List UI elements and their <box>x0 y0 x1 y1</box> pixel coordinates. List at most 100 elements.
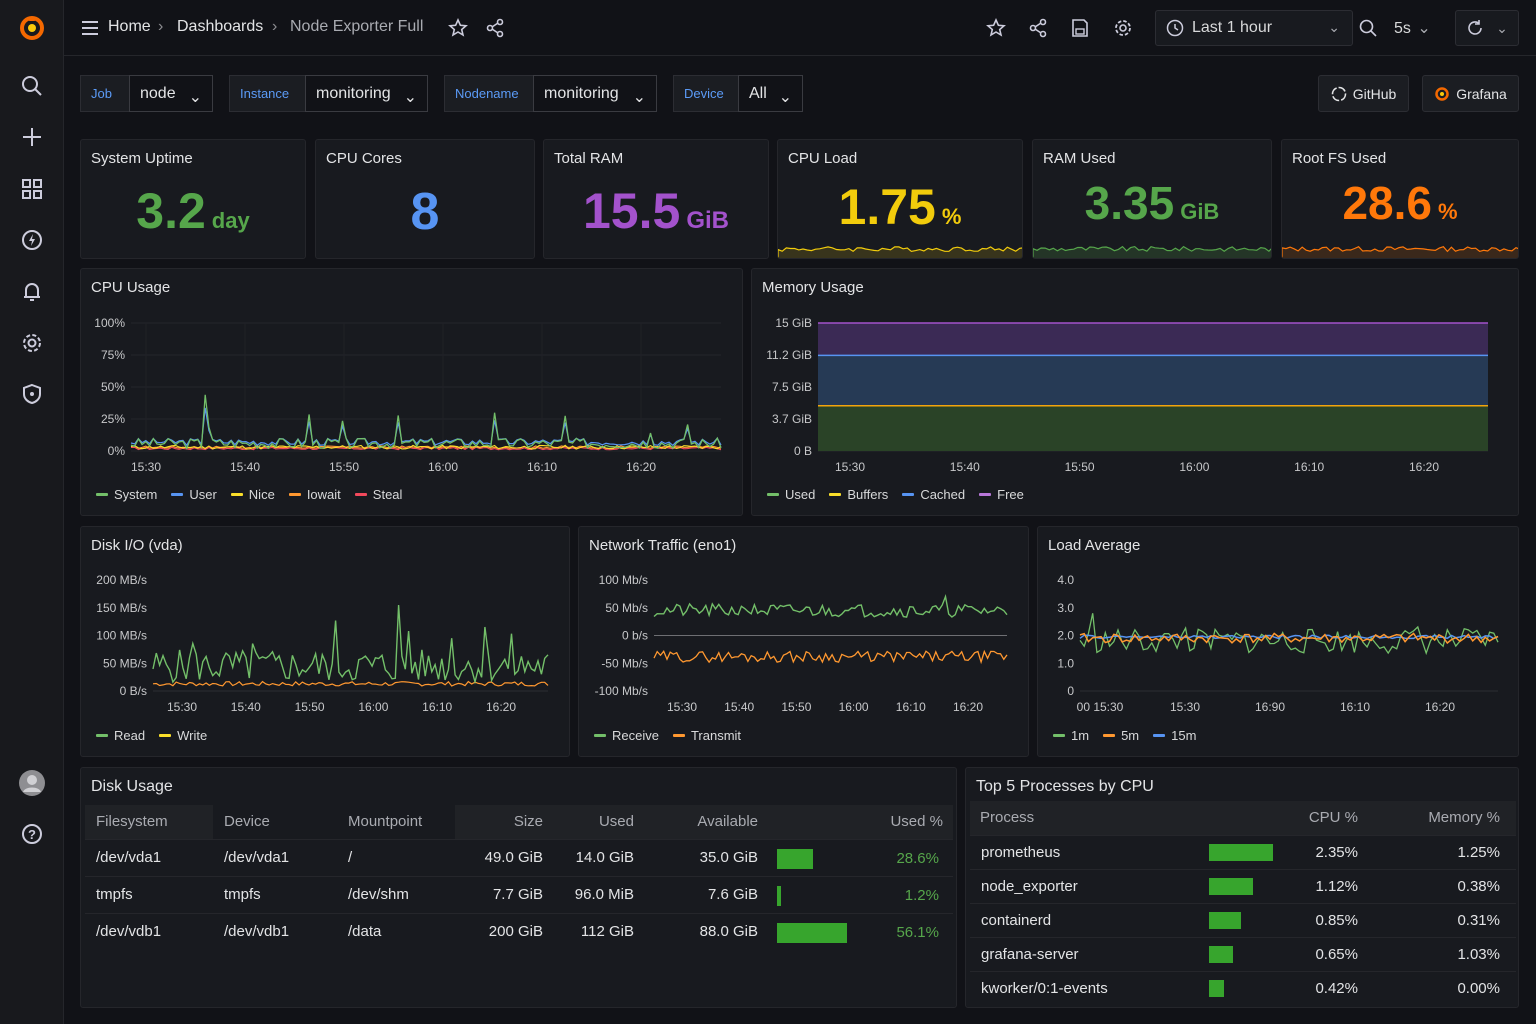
legend-item[interactable]: 1m <box>1053 728 1089 743</box>
breadcrumb-home[interactable]: Home <box>108 18 151 35</box>
table-row[interactable]: /dev/vdb1/dev/vdb1/data 200 GiB 112 GiB 88.… <box>85 912 953 950</box>
table-row[interactable]: tmpfs tmpfs/dev/shm 7.7 GiB 96.0 MiB 7.6 GiB… <box>85 875 953 913</box>
column-header[interactable]: Device <box>224 813 270 831</box>
settings-icon[interactable] <box>1111 16 1135 40</box>
stat-panel-ram-used[interactable]: RAM Used 3.35 GiB <box>1032 139 1272 259</box>
svg-text:?: ? <box>28 827 36 842</box>
column-header[interactable]: Memory % <box>1372 801 1516 835</box>
time-range-picker[interactable]: Last 1 hour ⌄ <box>1155 10 1353 46</box>
grafana-logo-icon[interactable] <box>16 12 48 44</box>
cell-memory: 0.00% <box>1372 970 1516 1005</box>
plus-icon[interactable] <box>16 121 48 153</box>
table-row[interactable]: prometheus 2.35% 1.25% <box>970 834 1516 869</box>
dashboards-icon[interactable] <box>16 173 48 205</box>
var-nodename-label: Nodename <box>444 75 534 112</box>
legend-item[interactable]: Steal <box>354 487 402 502</box>
column-header[interactable]: Size <box>455 805 555 839</box>
user-avatar-icon[interactable] <box>16 767 48 799</box>
refresh-interval-select[interactable]: 5s ⌄ <box>1394 18 1431 38</box>
area-cached <box>818 355 1488 406</box>
top-navbar: Home › Dashboards › Node Exporter Full L… <box>64 0 1536 56</box>
network-traffic-panel[interactable]: Network Traffic (eno1) 100 Mb/s 50 Mb/s 0 … <box>578 526 1029 757</box>
chevron-down-icon: ⌄ <box>1496 19 1508 36</box>
cell-process: node_exporter <box>970 868 1196 903</box>
settings-icon[interactable] <box>16 327 48 359</box>
side-menu: ? <box>0 0 64 1024</box>
github-link[interactable]: GitHub <box>1318 75 1409 112</box>
legend-item[interactable]: Buffers <box>829 487 888 502</box>
column-header[interactable]: Used % <box>763 805 953 839</box>
var-instance-select[interactable]: monitoring ⌄ <box>305 75 428 112</box>
legend-item[interactable]: Used <box>767 487 815 502</box>
stat-panel-cpu-cores[interactable]: CPU Cores 8 <box>315 139 535 259</box>
breadcrumb-dashboards[interactable]: Dashboards <box>177 18 264 35</box>
help-icon[interactable]: ? <box>16 818 48 850</box>
chart-legend: 1m 5m 15m <box>1053 728 1196 743</box>
x-tick-label: 00 15:30 <box>1077 700 1124 714</box>
legend-item[interactable]: 15m <box>1153 728 1196 743</box>
cell-used: 96.0 MiB <box>555 875 646 913</box>
series-receive-line <box>653 594 1008 618</box>
legend-item[interactable]: System <box>96 487 157 502</box>
search-icon[interactable] <box>16 70 48 102</box>
column-header[interactable]: Process <box>970 801 1196 835</box>
table-header-row: Filesystem Device Mountpoint Size Used A… <box>85 805 953 839</box>
legend-item[interactable]: Nice <box>230 487 275 502</box>
load-average-panel[interactable]: Load Average 4.0 3.0 2.0 1.0 0 00 15:30 15:30 1… <box>1037 526 1519 757</box>
legend-item[interactable]: 5m <box>1103 728 1139 743</box>
stat-panel-root-fs-used[interactable]: Root FS Used 28.6% <box>1281 139 1519 259</box>
column-header[interactable]: CPU % <box>1196 801 1372 835</box>
y-tick-label: 50 Mb/s <box>605 601 648 615</box>
star-icon[interactable] <box>446 16 470 40</box>
table-row[interactable]: kworker/0:1-events 0.42% 0.00% <box>970 970 1516 1005</box>
cell-available: 7.6 GiB <box>646 875 763 913</box>
legend-item[interactable]: Read <box>96 728 145 743</box>
explore-icon[interactable] <box>16 224 48 256</box>
memory-usage-panel[interactable]: Memory Usage 15 GiB 11.2 GiB 7.5 GiB 3.7 Gi… <box>751 268 1519 516</box>
var-device-select[interactable]: All ⌄ <box>738 75 803 112</box>
column-header[interactable]: Filesystem <box>85 805 213 839</box>
table-row[interactable]: grafana-server 0.65% 1.03% <box>970 936 1516 971</box>
x-tick-label: 16:10 <box>1294 460 1324 474</box>
legend-item[interactable]: Free <box>979 487 1024 502</box>
legend-item[interactable]: Transmit <box>672 728 741 743</box>
alerting-icon[interactable] <box>16 276 48 308</box>
x-tick-label: 15:40 <box>950 460 980 474</box>
share-icon[interactable] <box>1026 16 1050 40</box>
save-icon[interactable] <box>1068 16 1092 40</box>
star-icon[interactable] <box>984 16 1008 40</box>
legend-item[interactable]: Write <box>159 728 207 743</box>
y-tick-label: 50 MB/s <box>103 656 147 670</box>
table-row[interactable]: node_exporter 1.12% 0.38% <box>970 868 1516 903</box>
menu-icon[interactable] <box>78 16 102 40</box>
cell-device: /dev/vda1 <box>213 838 337 876</box>
table-header-row: Process CPU % Memory % <box>970 801 1516 835</box>
disk-usage-panel[interactable]: Disk Usage Filesystem Device Mountpoint … <box>80 767 957 1008</box>
y-tick-label: 200 MB/s <box>96 573 147 587</box>
top-processes-panel[interactable]: Top 5 Processes by CPU Process CPU % Mem… <box>965 767 1519 1008</box>
table-row[interactable]: /dev/vda1/dev/vda1/49.0 GiB 14.0 GiB 35.0 … <box>85 838 953 876</box>
cell-device: /dev/vdb1 <box>213 912 337 950</box>
zoom-icon[interactable] <box>1356 16 1380 40</box>
table-row[interactable]: containerd 0.85% 0.31% <box>970 902 1516 937</box>
cell-filesystem: tmpfs <box>85 875 213 913</box>
var-nodename-select[interactable]: monitoring ⌄ <box>533 75 657 112</box>
stat-panel-total-ram[interactable]: Total RAM 15.5 GiB <box>543 139 769 259</box>
legend-item[interactable]: Cached <box>902 487 965 502</box>
legend-item[interactable]: Receive <box>594 728 659 743</box>
stat-panel-uptime[interactable]: System Uptime 3.2 day <box>80 139 306 259</box>
stat-panel-cpu-load[interactable]: CPU Load 1.75% <box>777 139 1023 259</box>
share-icon[interactable] <box>483 16 507 40</box>
column-header[interactable]: Mountpoint <box>348 813 423 831</box>
column-header[interactable]: Available <box>646 805 763 839</box>
legend-item[interactable]: User <box>171 487 217 502</box>
grafana-link[interactable]: Grafana <box>1422 75 1519 112</box>
disk-io-panel[interactable]: Disk I/O (vda) 200 MB/s 150 MB/s 100 MB/s 5… <box>80 526 570 757</box>
var-job-select[interactable]: node ⌄ <box>129 75 213 112</box>
cell-mountpoint: / <box>337 838 455 876</box>
shield-icon[interactable] <box>16 378 48 410</box>
refresh-button[interactable]: ⌄ <box>1455 10 1519 46</box>
cpu-usage-panel[interactable]: CPU Usage 100% 75% 50% 25% 0% 15:30 15:40 15:50… <box>80 268 743 516</box>
column-header[interactable]: Used <box>555 805 646 839</box>
legend-item[interactable]: Iowait <box>288 487 341 502</box>
